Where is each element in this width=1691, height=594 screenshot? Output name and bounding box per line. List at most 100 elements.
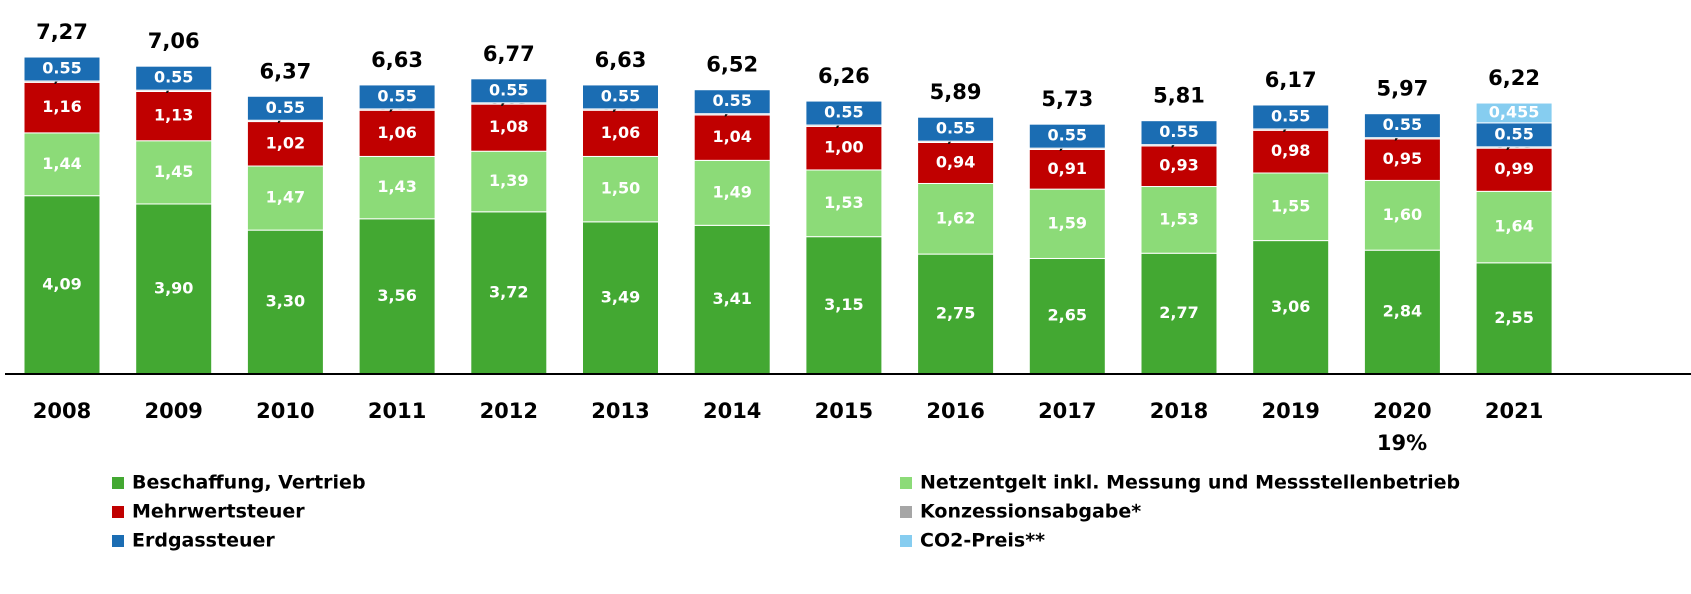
value-label: 0.55 [42,59,81,78]
bar-segment [1252,172,1330,242]
total-label: 6,63 [371,48,423,72]
value-label: 1,64 [1494,217,1533,236]
total-label: 5,89 [930,80,982,104]
x-tick-label: 2009 [144,399,202,423]
value-label: 3,72 [489,282,528,301]
value-label: 1,53 [1159,209,1198,228]
value-label: 1,53 [824,193,863,212]
total-label: 6,17 [1265,68,1317,92]
total-label: 6,77 [483,42,535,66]
value-label: 0.55 [712,91,751,110]
bar-segment [1028,123,1106,149]
x-tick-label: 2016 [926,399,984,423]
x-tick-label: 2011 [368,399,426,423]
value-label: 3,49 [601,287,640,306]
bar-segment [23,132,101,197]
value-label: 4,09 [42,274,81,293]
legend-swatch [900,535,912,547]
value-label: 0.55 [489,80,528,99]
total-label: 6,26 [818,64,870,88]
bar-segment [1363,249,1441,375]
bar-segment [246,121,324,167]
bar-segment [693,159,771,226]
bar-segment [470,150,548,213]
bar-segment [135,140,213,205]
bar-segment [582,155,659,223]
value-label: 1,43 [377,177,416,196]
bar-segment [693,114,771,161]
total-label: 5,73 [1041,87,1093,111]
value-label: 2,77 [1159,303,1198,322]
value-label: 2,55 [1494,308,1533,327]
bar-segment [582,109,659,157]
value-label: 1,00 [824,138,863,157]
value-label: 0.55 [601,86,640,105]
bar-segment [1363,113,1441,139]
bar-segment [1140,120,1218,146]
value-label: 0.55 [1048,126,1087,145]
value-label: 1,39 [489,171,528,190]
bar-segment [470,78,548,104]
value-label: 0.55 [266,98,305,117]
value-label: 2,65 [1048,306,1087,325]
value-label: 0.55 [936,119,975,138]
bar-segment [246,229,324,375]
bar-segment [693,224,771,375]
value-label: 3,06 [1271,297,1310,316]
bar-segment [23,195,101,375]
bar-segment [917,182,995,255]
value-label: 1,55 [1271,196,1310,215]
value-label: 1,08 [489,117,528,136]
legend-label: Mehrwertsteuer [132,501,305,523]
total-label: 7,27 [36,20,88,44]
legend-swatch [900,506,912,518]
legend-label: Beschaffung, Vertrieb [132,472,366,494]
value-label: 3,30 [266,292,305,311]
x-tick-label: 2020 [1373,399,1431,423]
value-label: 3,15 [824,295,863,314]
bar-segment [358,84,436,110]
value-label: 0,95 [1383,149,1422,168]
legend-swatch [112,535,124,547]
bar-segment [1475,262,1553,375]
legend-swatch [900,477,912,489]
value-label: 0.55 [154,68,193,87]
x-tick-label: 2015 [815,399,873,423]
value-label: 0,455 [1489,102,1540,121]
x-tick-label: 2021 [1485,399,1543,423]
annotation: 19% [1377,431,1427,455]
total-label: 5,81 [1153,84,1205,108]
bar-segment [358,109,436,157]
value-label: 2,75 [936,304,975,323]
value-label: 0.55 [377,86,416,105]
value-label: 0,98 [1271,141,1310,160]
legend-label: Netzentgelt inkl. Messung und Messstelle… [920,472,1460,494]
bar-segment [693,89,771,115]
value-label: 1,04 [712,127,751,146]
value-label: 3,41 [712,289,751,308]
legend-label: Erdgassteuer [132,530,275,552]
total-label: 6,22 [1488,66,1540,90]
value-label: 0.55 [824,103,863,122]
total-label: 5,97 [1376,77,1428,101]
value-label: 1,47 [266,188,305,207]
bar-segment [135,90,213,142]
x-tick-label: 2008 [33,399,91,423]
value-label: 2,84 [1383,302,1422,321]
value-label: 1,44 [42,154,81,173]
bar-segment [805,100,883,126]
value-label: 3,90 [154,278,193,297]
bar-segment [358,218,436,375]
value-label: 1,59 [1048,213,1087,232]
value-label: 1,06 [377,123,416,142]
value-label: 1,16 [42,97,81,116]
value-label: 0,93 [1159,156,1198,175]
value-label: 0.55 [1159,122,1198,141]
value-label: 1,02 [266,133,305,152]
total-label: 6,63 [595,48,647,72]
bar-segment [582,221,659,375]
value-label: 1,60 [1383,205,1422,224]
bar-segment [1475,102,1553,124]
bar-segment [1363,179,1441,251]
